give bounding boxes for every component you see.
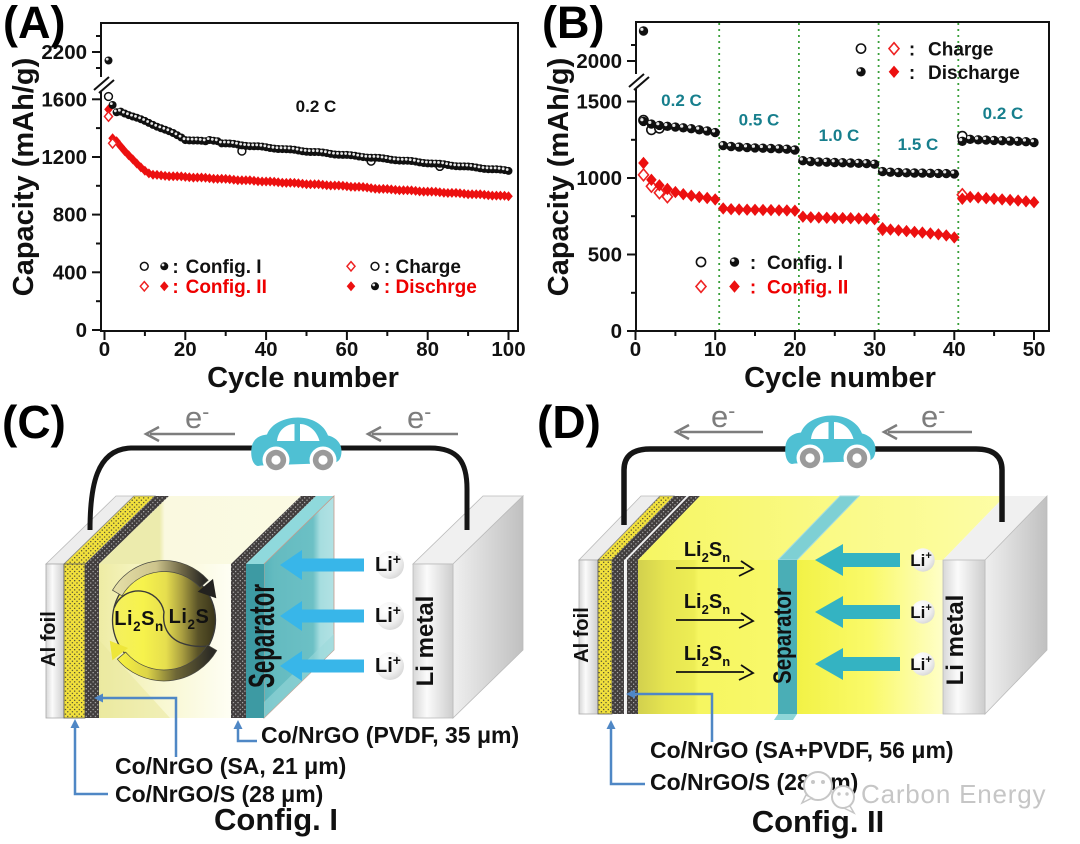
svg-text:Li metal: Li metal — [942, 595, 969, 686]
svg-text:0.2 C: 0.2 C — [661, 91, 702, 110]
svg-text:40: 40 — [943, 338, 966, 361]
svg-text:e-: e- — [921, 399, 945, 434]
svg-text:100: 100 — [491, 338, 525, 361]
svg-text:50: 50 — [1023, 338, 1046, 361]
svg-text:1.5 C: 1.5 C — [898, 135, 939, 154]
svg-text:Co/NrGO (PVDF, 35 μm): Co/NrGO (PVDF, 35 μm) — [261, 722, 519, 748]
svg-text:Co/NrGO (SA+PVDF, 56 μm): Co/NrGO (SA+PVDF, 56 μm) — [650, 737, 954, 763]
svg-text:500: 500 — [588, 244, 622, 267]
svg-text:10: 10 — [704, 338, 727, 361]
svg-text:400: 400 — [53, 261, 87, 284]
svg-text:Co/NrGO/S (28 μm): Co/NrGO/S (28 μm) — [115, 781, 323, 807]
svg-text::: : — [172, 257, 178, 278]
svg-text:Dischrge: Dischrge — [396, 277, 477, 298]
svg-text:Capacity (mAh/g): Capacity (mAh/g) — [543, 58, 575, 296]
svg-text:0.2 C: 0.2 C — [296, 97, 337, 116]
svg-text:(C): (C) — [2, 396, 66, 448]
svg-text:800: 800 — [53, 204, 87, 227]
svg-text:Charge: Charge — [928, 40, 993, 61]
svg-text:0: 0 — [630, 338, 641, 361]
svg-text::: : — [384, 277, 390, 298]
svg-text::: : — [909, 63, 915, 84]
svg-text:(B): (B) — [542, 0, 604, 48]
svg-text:Al foil: Al foil — [38, 611, 60, 667]
svg-text:60: 60 — [335, 338, 358, 361]
svg-text:Capacity (mAh/g): Capacity (mAh/g) — [8, 58, 40, 296]
svg-text:0: 0 — [99, 338, 110, 361]
svg-text:80: 80 — [416, 338, 439, 361]
svg-text:1000: 1000 — [576, 167, 622, 190]
svg-text:30: 30 — [863, 338, 886, 361]
svg-text:Cycle number: Cycle number — [744, 362, 936, 394]
svg-text:Config. II: Config. II — [752, 804, 885, 839]
svg-text:2200: 2200 — [41, 41, 87, 64]
svg-text:1200: 1200 — [41, 146, 87, 169]
svg-text:Config. I: Config. I — [767, 253, 843, 274]
svg-text:(A): (A) — [3, 0, 65, 48]
svg-text:Discharge: Discharge — [928, 63, 1020, 84]
svg-text:1500: 1500 — [576, 91, 622, 114]
svg-text:(D): (D) — [537, 396, 601, 448]
svg-text:Al foil: Al foil — [571, 607, 593, 663]
svg-text::: : — [909, 40, 915, 61]
svg-text:Carbon Energy: Carbon Energy — [861, 779, 1046, 809]
svg-text:20: 20 — [174, 338, 197, 361]
svg-text:20: 20 — [783, 338, 806, 361]
svg-text:e-: e- — [407, 400, 431, 435]
svg-text:Config. II: Config. II — [767, 278, 848, 299]
svg-text:Config. I: Config. I — [214, 802, 338, 837]
svg-text:2000: 2000 — [576, 50, 622, 73]
svg-text:1.0 C: 1.0 C — [819, 126, 860, 145]
svg-text:Separator: Separator — [769, 588, 797, 684]
svg-text:Config. II: Config. II — [186, 277, 267, 298]
svg-text:0: 0 — [611, 320, 622, 343]
svg-text:Co/NrGO (SA, 21 μm): Co/NrGO (SA, 21 μm) — [115, 753, 346, 779]
svg-text:0: 0 — [76, 319, 87, 342]
svg-text:e-: e- — [185, 400, 209, 435]
svg-text:0.5 C: 0.5 C — [739, 111, 780, 130]
svg-text:Separator: Separator — [241, 584, 282, 688]
svg-text:Config. I: Config. I — [186, 257, 262, 278]
svg-text::: : — [384, 257, 390, 278]
svg-text:0.2 C: 0.2 C — [983, 104, 1024, 123]
svg-text:1600: 1600 — [41, 88, 87, 111]
svg-text::: : — [750, 278, 756, 299]
svg-text:Li2S: Li2S — [169, 606, 210, 632]
svg-text::: : — [750, 253, 756, 274]
svg-text::: : — [172, 277, 178, 298]
svg-text:e-: e- — [711, 399, 735, 434]
svg-text:Li metal: Li metal — [412, 596, 439, 687]
svg-text:Charge: Charge — [396, 257, 461, 278]
svg-text:Cycle number: Cycle number — [207, 362, 399, 394]
svg-text:40: 40 — [255, 338, 278, 361]
